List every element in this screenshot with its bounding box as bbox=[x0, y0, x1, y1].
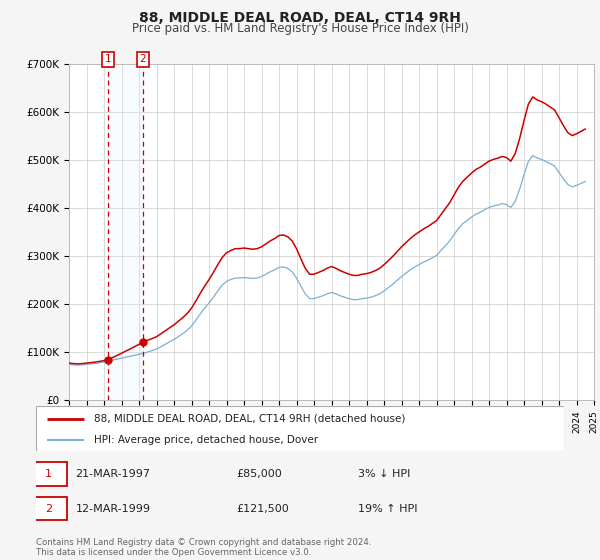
Text: Price paid vs. HM Land Registry's House Price Index (HPI): Price paid vs. HM Land Registry's House … bbox=[131, 22, 469, 35]
Text: 88, MIDDLE DEAL ROAD, DEAL, CT14 9RH: 88, MIDDLE DEAL ROAD, DEAL, CT14 9RH bbox=[139, 11, 461, 25]
Text: 1: 1 bbox=[104, 54, 111, 64]
Text: 3% ↓ HPI: 3% ↓ HPI bbox=[358, 469, 410, 479]
Text: 21-MAR-1997: 21-MAR-1997 bbox=[76, 469, 151, 479]
Text: 19% ↑ HPI: 19% ↑ HPI bbox=[358, 504, 418, 514]
FancyBboxPatch shape bbox=[31, 497, 67, 520]
Text: £85,000: £85,000 bbox=[236, 469, 283, 479]
Text: 12-MAR-1999: 12-MAR-1999 bbox=[76, 504, 151, 514]
Text: 2: 2 bbox=[140, 54, 146, 64]
Text: 2: 2 bbox=[45, 504, 52, 514]
Text: Contains HM Land Registry data © Crown copyright and database right 2024.: Contains HM Land Registry data © Crown c… bbox=[36, 538, 371, 547]
Text: £121,500: £121,500 bbox=[236, 504, 289, 514]
Text: This data is licensed under the Open Government Licence v3.0.: This data is licensed under the Open Gov… bbox=[36, 548, 311, 557]
Text: 88, MIDDLE DEAL ROAD, DEAL, CT14 9RH (detached house): 88, MIDDLE DEAL ROAD, DEAL, CT14 9RH (de… bbox=[94, 413, 406, 423]
Text: HPI: Average price, detached house, Dover: HPI: Average price, detached house, Dove… bbox=[94, 435, 318, 445]
Text: 1: 1 bbox=[45, 469, 52, 479]
Bar bbox=[108, 64, 143, 400]
FancyBboxPatch shape bbox=[31, 462, 67, 486]
